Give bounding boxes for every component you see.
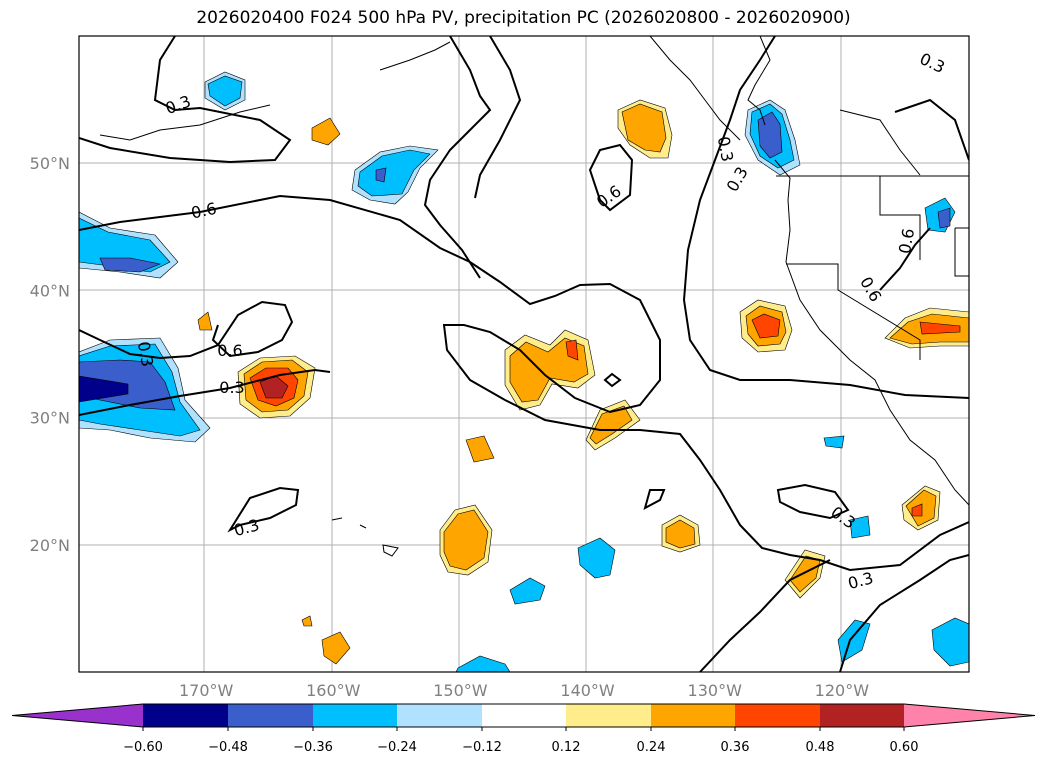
colorbar-segment — [651, 704, 735, 727]
colorbar-extend-low — [12, 704, 143, 727]
precip-shading — [79, 71, 969, 672]
longitude-labels: 170°W 160°W 150°W 140°W 130°W 120°W — [179, 681, 869, 700]
contour-label: 0.3 — [134, 340, 157, 368]
contour-label: 0.6 — [189, 199, 218, 223]
colorbar-tick-label: 0.60 — [890, 740, 919, 755]
lat-tick-label: 40°N — [30, 281, 70, 300]
colorbar-segment — [820, 704, 904, 727]
plot-frame — [78, 35, 970, 673]
colorbar-tick-label: −0.24 — [377, 740, 417, 755]
colorbar-segment — [566, 704, 651, 727]
colorbar-tick-label: −0.48 — [208, 740, 248, 755]
contour-label: 0.3 — [714, 135, 737, 163]
lon-tick-label: 130°W — [688, 681, 743, 700]
colorbar-segment — [482, 704, 566, 727]
lon-tick-label: 150°W — [433, 681, 488, 700]
lon-tick-label: 120°W — [815, 681, 870, 700]
colorbar-tick-label: 0.48 — [806, 740, 835, 755]
colorbar-tick-label: 0.12 — [552, 740, 581, 755]
colorbar-extend-high — [904, 704, 1035, 727]
colorbar: −0.60 −0.48 −0.36 −0.24 −0.12 0.12 0.24 0.36 0.4… — [11, 703, 1036, 755]
colorbar-tick-label: −0.36 — [293, 740, 333, 755]
figure-title: 2026020400 F024 500 hPa PV, precipitatio… — [196, 8, 851, 28]
lat-tick-label: 50°N — [30, 154, 70, 173]
colorbar-segment — [397, 704, 482, 727]
latitude-labels: 50°N 40°N 30°N 20°N — [30, 154, 70, 555]
contour-label: 0.3 — [219, 378, 244, 397]
colorbar-tick-label: −0.60 — [123, 740, 163, 755]
contour-label: 0.6 — [895, 227, 918, 255]
gridlines — [79, 36, 969, 672]
colorbar-tick-label: −0.12 — [462, 740, 502, 755]
lon-tick-label: 170°W — [179, 681, 234, 700]
colorbar-segment — [313, 704, 397, 727]
colorbar-tick-label: 0.24 — [637, 740, 666, 755]
colorbar-tick-label: 0.36 — [721, 740, 750, 755]
lat-tick-label: 30°N — [30, 409, 70, 428]
coastlines — [99, 36, 969, 557]
colorbar-segment — [228, 704, 313, 727]
lon-tick-label: 140°W — [560, 681, 615, 700]
lat-tick-label: 20°N — [30, 536, 70, 555]
colorbar-segment — [735, 704, 820, 727]
contour-label: 0.6 — [217, 341, 242, 360]
colorbar-segment — [143, 704, 228, 727]
lon-tick-label: 160°W — [306, 681, 361, 700]
pv-contours — [79, 36, 969, 672]
